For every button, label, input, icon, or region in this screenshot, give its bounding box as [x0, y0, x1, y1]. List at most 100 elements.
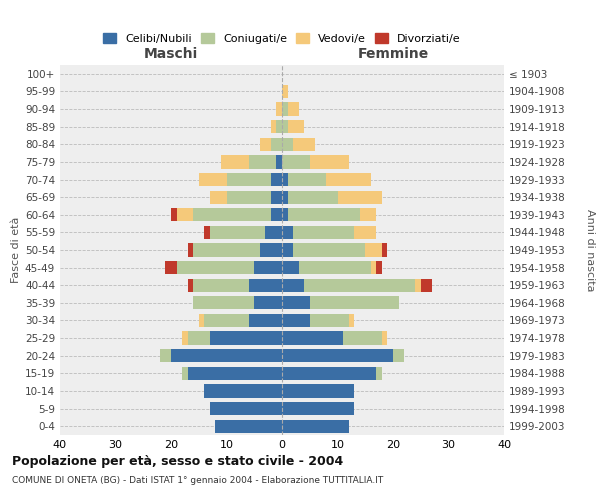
Bar: [282, 296, 310, 310]
Bar: [326, 173, 371, 186]
Bar: [287, 190, 337, 204]
Bar: [282, 366, 376, 380]
Bar: [204, 384, 282, 398]
Text: Popolazione per età, sesso e stato civile - 2004: Popolazione per età, sesso e stato civil…: [12, 455, 343, 468]
Y-axis label: Fasce di età: Fasce di età: [11, 217, 21, 283]
Bar: [282, 138, 293, 151]
Bar: [287, 120, 304, 134]
Bar: [193, 296, 254, 310]
Bar: [382, 332, 388, 344]
Bar: [193, 244, 260, 256]
Bar: [382, 244, 388, 256]
Bar: [171, 349, 282, 362]
Bar: [304, 278, 415, 292]
Bar: [210, 226, 265, 239]
Bar: [188, 366, 282, 380]
Bar: [221, 156, 249, 168]
Bar: [254, 296, 282, 310]
Bar: [182, 332, 188, 344]
Bar: [282, 332, 343, 344]
Bar: [204, 314, 249, 327]
Bar: [182, 366, 188, 380]
Bar: [415, 278, 421, 292]
Bar: [210, 402, 282, 415]
Bar: [271, 190, 282, 204]
Bar: [282, 349, 393, 362]
Bar: [282, 85, 287, 98]
Bar: [293, 226, 354, 239]
Bar: [188, 278, 193, 292]
Bar: [210, 332, 282, 344]
Bar: [210, 190, 227, 204]
Bar: [287, 173, 326, 186]
Bar: [282, 402, 354, 415]
Bar: [343, 332, 382, 344]
Bar: [176, 261, 254, 274]
Bar: [271, 173, 282, 186]
Bar: [176, 208, 193, 222]
Bar: [271, 120, 277, 134]
Bar: [277, 156, 282, 168]
Bar: [277, 102, 282, 116]
Bar: [282, 278, 304, 292]
Bar: [227, 190, 271, 204]
Bar: [310, 156, 349, 168]
Bar: [160, 349, 171, 362]
Bar: [282, 226, 293, 239]
Bar: [421, 278, 432, 292]
Bar: [376, 366, 382, 380]
Bar: [227, 173, 271, 186]
Bar: [393, 349, 404, 362]
Bar: [282, 120, 287, 134]
Bar: [282, 384, 354, 398]
Bar: [282, 244, 293, 256]
Bar: [371, 261, 376, 274]
Bar: [282, 314, 310, 327]
Text: Femmine: Femmine: [358, 48, 428, 62]
Bar: [310, 296, 398, 310]
Bar: [277, 120, 282, 134]
Bar: [282, 190, 287, 204]
Bar: [188, 332, 210, 344]
Bar: [260, 138, 271, 151]
Bar: [249, 314, 282, 327]
Bar: [171, 208, 176, 222]
Bar: [188, 244, 193, 256]
Bar: [166, 261, 176, 274]
Bar: [282, 102, 287, 116]
Bar: [365, 244, 382, 256]
Bar: [282, 420, 349, 433]
Bar: [287, 102, 299, 116]
Bar: [293, 138, 316, 151]
Bar: [299, 261, 371, 274]
Text: Maschi: Maschi: [144, 48, 198, 62]
Bar: [249, 156, 277, 168]
Bar: [354, 226, 376, 239]
Bar: [249, 278, 282, 292]
Legend: Celibi/Nubili, Coniugati/e, Vedovi/e, Divorziati/e: Celibi/Nubili, Coniugati/e, Vedovi/e, Di…: [100, 30, 464, 48]
Bar: [260, 244, 282, 256]
Bar: [265, 226, 282, 239]
Bar: [282, 261, 299, 274]
Bar: [193, 278, 249, 292]
Bar: [376, 261, 382, 274]
Bar: [215, 420, 282, 433]
Bar: [282, 156, 310, 168]
Bar: [310, 314, 349, 327]
Y-axis label: Anni di nascita: Anni di nascita: [585, 209, 595, 291]
Bar: [199, 173, 227, 186]
Bar: [360, 208, 376, 222]
Bar: [254, 261, 282, 274]
Bar: [271, 138, 282, 151]
Bar: [337, 190, 382, 204]
Bar: [287, 208, 360, 222]
Bar: [282, 208, 287, 222]
Bar: [271, 208, 282, 222]
Bar: [204, 226, 210, 239]
Bar: [199, 314, 204, 327]
Text: COMUNE DI ONETA (BG) - Dati ISTAT 1° gennaio 2004 - Elaborazione TUTTITALIA.IT: COMUNE DI ONETA (BG) - Dati ISTAT 1° gen…: [12, 476, 383, 485]
Bar: [193, 208, 271, 222]
Bar: [349, 314, 354, 327]
Bar: [293, 244, 365, 256]
Bar: [282, 173, 287, 186]
